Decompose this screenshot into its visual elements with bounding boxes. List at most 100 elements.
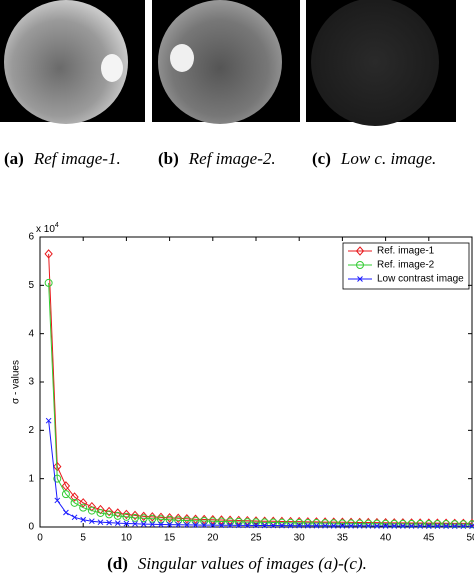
marker bbox=[330, 522, 337, 529]
marker bbox=[70, 498, 79, 507]
marker bbox=[408, 523, 415, 529]
marker bbox=[96, 508, 105, 517]
series-line bbox=[48, 420, 473, 527]
marker bbox=[114, 520, 121, 526]
marker bbox=[390, 519, 399, 528]
marker bbox=[434, 523, 441, 529]
caption-c: (c) Low c. image. bbox=[312, 148, 446, 170]
marker bbox=[442, 520, 451, 529]
marker bbox=[417, 523, 424, 529]
marker bbox=[400, 523, 406, 529]
optic-disc bbox=[170, 44, 194, 72]
marker bbox=[156, 515, 165, 524]
caption-d: (d) Singular values of images (a)-(c). bbox=[0, 553, 474, 575]
marker bbox=[53, 474, 62, 483]
marker bbox=[113, 508, 122, 518]
caption-b: (b) Ref image-2. bbox=[158, 148, 292, 170]
marker bbox=[433, 520, 442, 529]
series-line bbox=[48, 282, 473, 525]
marker bbox=[365, 523, 372, 529]
caption-label: (c) bbox=[312, 149, 331, 168]
x-tick-label: 40 bbox=[380, 533, 392, 544]
caption-text: Singular values of images (a)-(c). bbox=[137, 554, 367, 573]
marker bbox=[450, 520, 459, 529]
marker bbox=[313, 522, 320, 529]
marker bbox=[61, 490, 70, 499]
marker bbox=[63, 509, 69, 516]
marker bbox=[166, 521, 173, 528]
marker bbox=[96, 504, 105, 515]
marker bbox=[122, 509, 131, 520]
marker bbox=[296, 522, 303, 529]
marker bbox=[106, 519, 112, 526]
marker bbox=[88, 518, 95, 525]
marker bbox=[184, 522, 190, 528]
marker bbox=[79, 503, 88, 512]
retina-c bbox=[311, 0, 439, 126]
marker bbox=[364, 519, 373, 528]
marker bbox=[329, 519, 338, 528]
caption-text: Ref image-1. bbox=[33, 149, 121, 168]
optic-disc bbox=[101, 54, 123, 82]
y-tick-label: 6 bbox=[28, 232, 34, 243]
legend-marker bbox=[357, 276, 363, 282]
marker bbox=[132, 520, 138, 527]
marker bbox=[175, 521, 182, 528]
marker bbox=[391, 523, 398, 529]
legend-label: Ref. image-2 bbox=[377, 260, 435, 271]
marker bbox=[71, 514, 78, 521]
marker bbox=[201, 522, 208, 528]
caption-label: (d) bbox=[107, 554, 128, 573]
x-tick-label: 45 bbox=[423, 533, 435, 544]
marker bbox=[79, 498, 88, 508]
marker bbox=[61, 481, 71, 491]
y-scale-exponent: 4 bbox=[55, 222, 59, 229]
marker bbox=[338, 519, 347, 528]
marker bbox=[468, 520, 474, 529]
y-tick-label: 4 bbox=[28, 328, 34, 339]
caption-label: (a) bbox=[4, 149, 24, 168]
marker bbox=[339, 522, 346, 529]
y-tick-label: 2 bbox=[28, 425, 34, 436]
marker bbox=[459, 520, 468, 529]
x-tick-label: 10 bbox=[121, 533, 133, 544]
x-tick-label: 35 bbox=[337, 533, 349, 544]
marker bbox=[235, 522, 242, 529]
marker bbox=[105, 510, 114, 519]
caption-text: Ref image-2. bbox=[188, 149, 276, 168]
marker bbox=[123, 520, 130, 527]
marker bbox=[253, 522, 259, 529]
marker bbox=[45, 417, 52, 424]
caption-a: (a) Ref image-1. bbox=[4, 148, 138, 170]
marker bbox=[209, 522, 216, 529]
legend-marker bbox=[355, 246, 365, 256]
marker bbox=[149, 521, 156, 528]
marker bbox=[355, 519, 364, 528]
marker bbox=[148, 514, 157, 523]
legend-marker bbox=[356, 261, 364, 269]
y-scale-base: x 10 bbox=[36, 224, 55, 235]
retina-a bbox=[4, 0, 128, 124]
marker bbox=[54, 497, 61, 504]
marker bbox=[174, 516, 183, 525]
caption-text: Low c. image. bbox=[340, 149, 437, 168]
caption-label: (b) bbox=[158, 149, 179, 168]
marker bbox=[407, 519, 416, 528]
marker bbox=[44, 249, 53, 259]
marker bbox=[165, 513, 174, 523]
marker bbox=[174, 513, 183, 524]
x-tick-label: 50 bbox=[466, 533, 474, 544]
y-tick-label: 5 bbox=[28, 280, 34, 291]
marker bbox=[182, 516, 191, 525]
marker bbox=[348, 523, 354, 529]
marker bbox=[191, 516, 200, 525]
marker bbox=[158, 521, 164, 528]
marker bbox=[218, 522, 225, 529]
marker bbox=[451, 523, 458, 530]
marker bbox=[130, 510, 140, 521]
marker bbox=[321, 519, 330, 528]
marker bbox=[139, 514, 148, 523]
marker bbox=[381, 519, 390, 528]
